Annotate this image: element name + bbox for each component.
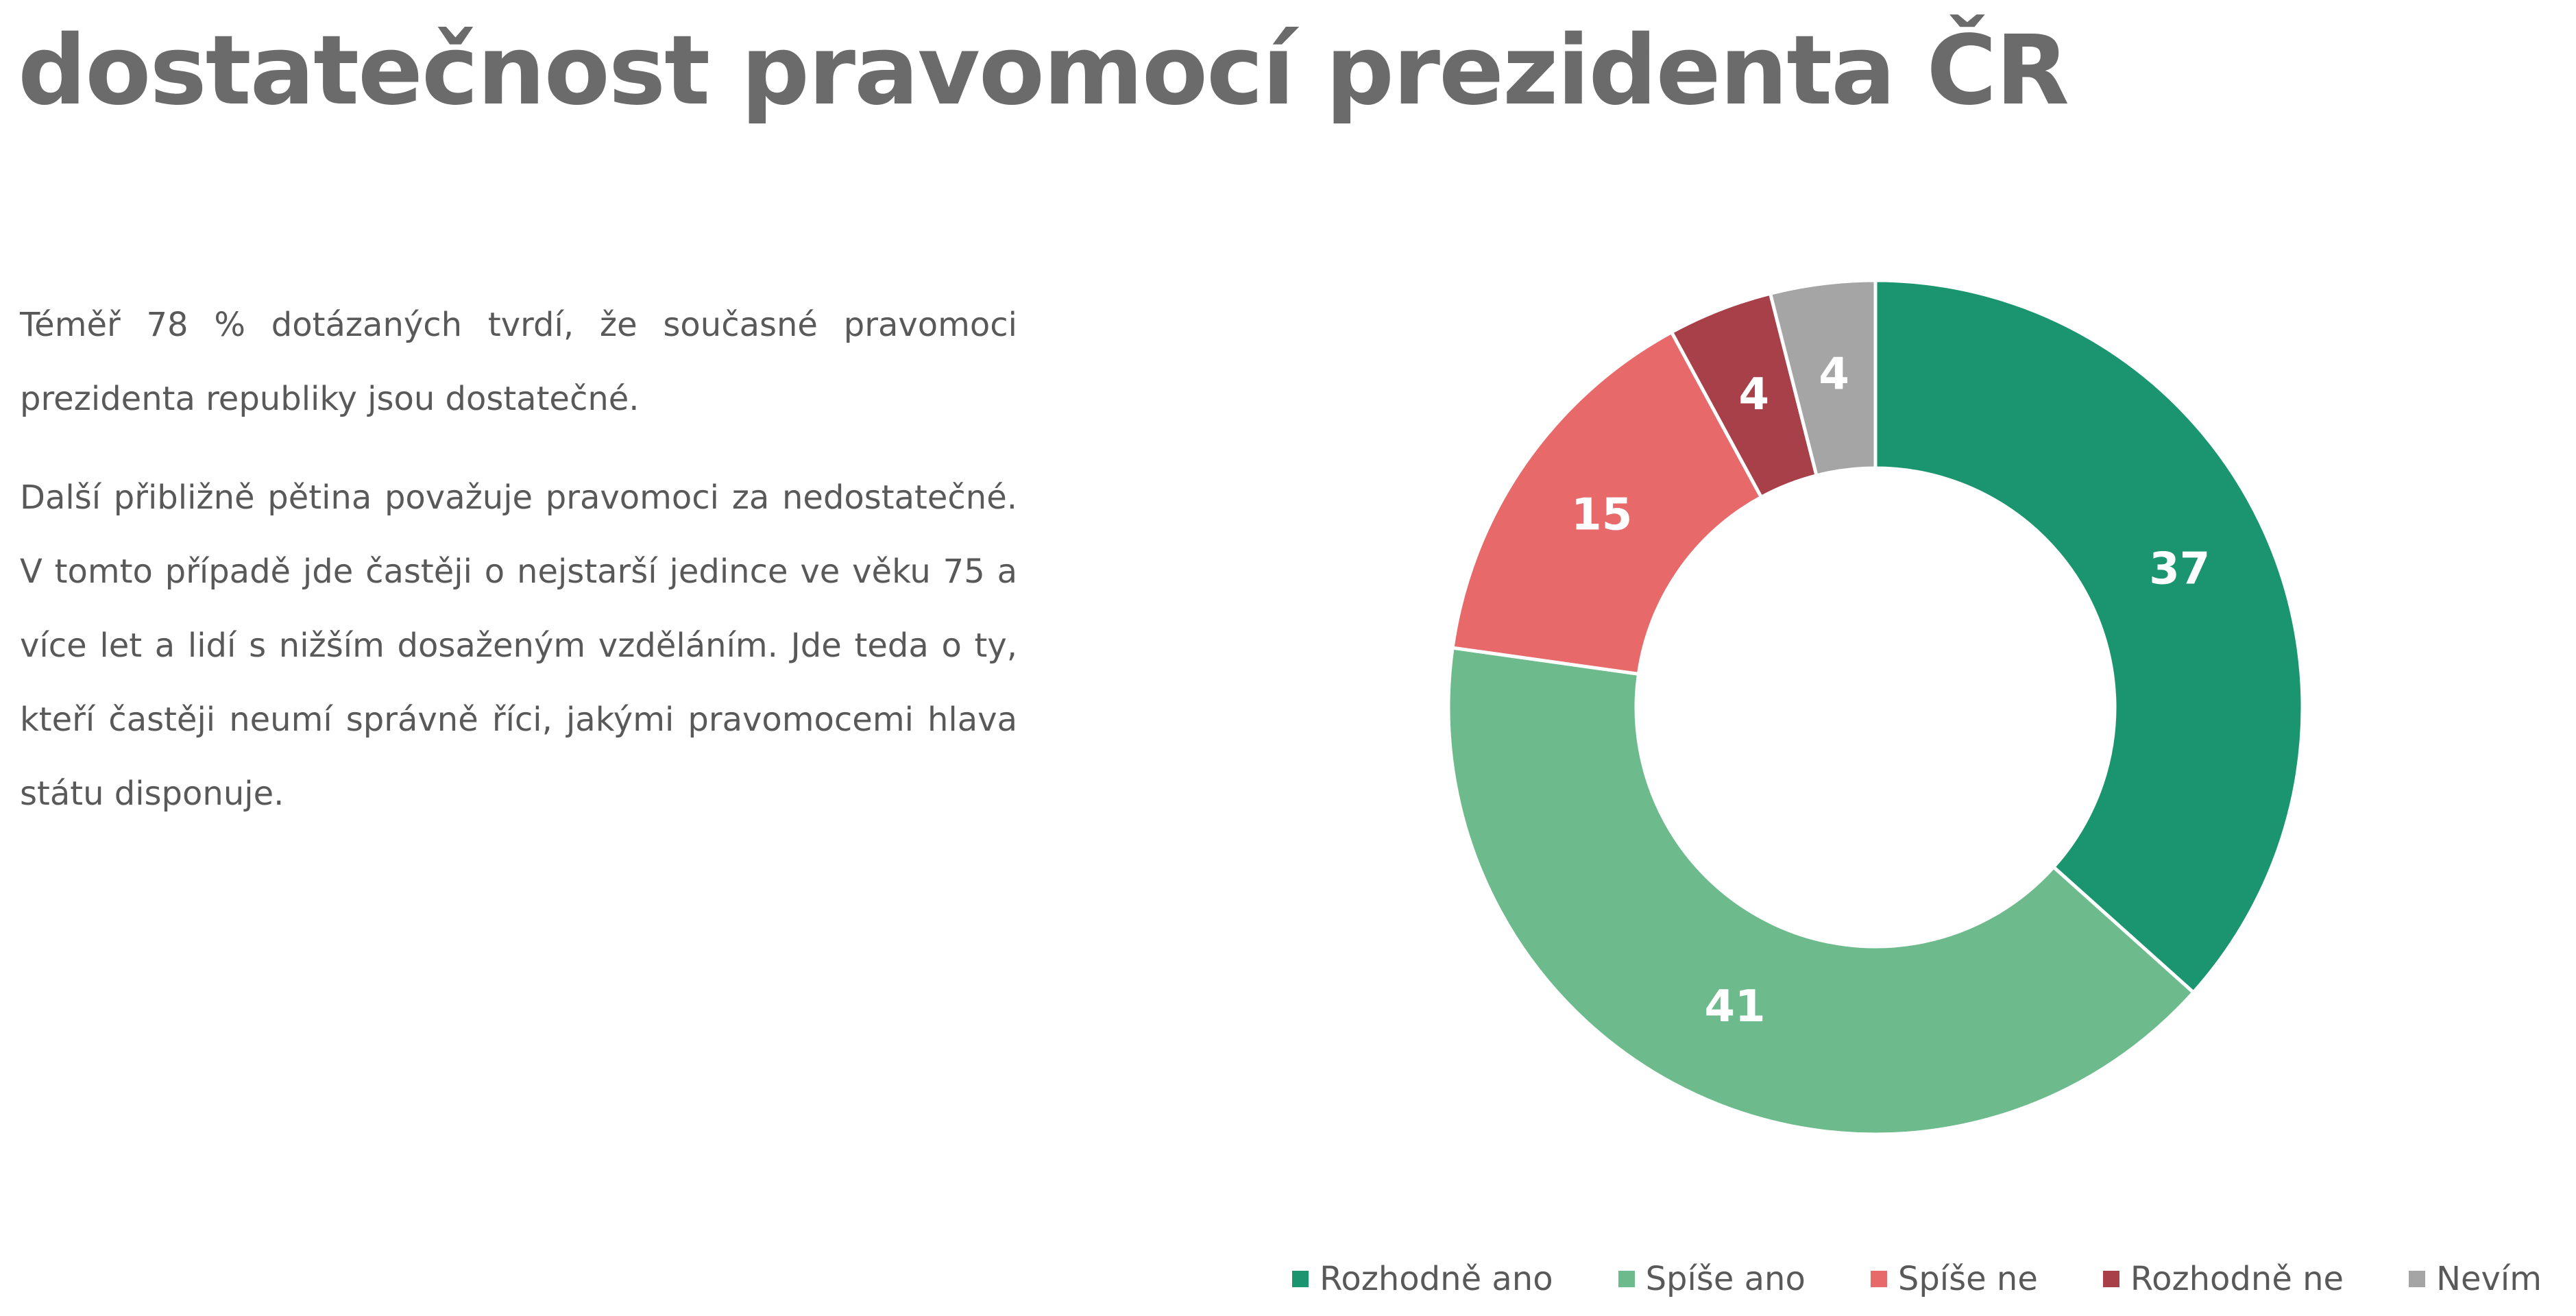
legend-item: Spíše ne [1870,1260,2038,1298]
slice [1873,278,2305,995]
data-label: 41 [1704,982,1765,1032]
legend-item: Rozhodně ano [1292,1260,1553,1298]
legend-item: Nevím [2409,1260,2542,1298]
legend-swatch [1292,1271,1309,1287]
legend-swatch [1870,1271,1887,1287]
paragraph: Téměř 78 % dotázaných tvrdí, že současné… [20,306,1017,418]
slice [1450,330,1764,677]
data-label: 37 [2149,544,2210,594]
paragraph: Další přibližně pětina považuje pravomoc… [20,478,1017,813]
chart: 37 41 15 4 4 [1446,278,2305,1136]
legend-item: Rozhodně ne [2102,1260,2344,1298]
data-label: 4 [1739,369,1770,420]
legend: Rozhodně ano Spíše ano Spíše ne Rozhodně ne… [1292,1260,2542,1298]
title: dostatečnost pravomocí prezidenta ČR [18,15,2069,127]
data-label: 4 [1819,349,1849,400]
legend-label: Nevím [2436,1260,2542,1298]
legend-swatch [2409,1271,2426,1287]
legend-label: Spíše ano [1645,1260,1806,1298]
slice [1768,278,1878,478]
legend-swatch [2102,1271,2119,1287]
slice [1446,646,2196,1136]
data-label: 15 [1571,490,1632,541]
legend-label: Rozhodně ne [2130,1260,2344,1298]
legend-label: Spíše ne [1897,1260,2038,1298]
legend-item: Spíše ano [1618,1260,1806,1298]
legend-swatch [1618,1271,1635,1287]
legend-label: Rozhodně ano [1320,1260,1553,1298]
